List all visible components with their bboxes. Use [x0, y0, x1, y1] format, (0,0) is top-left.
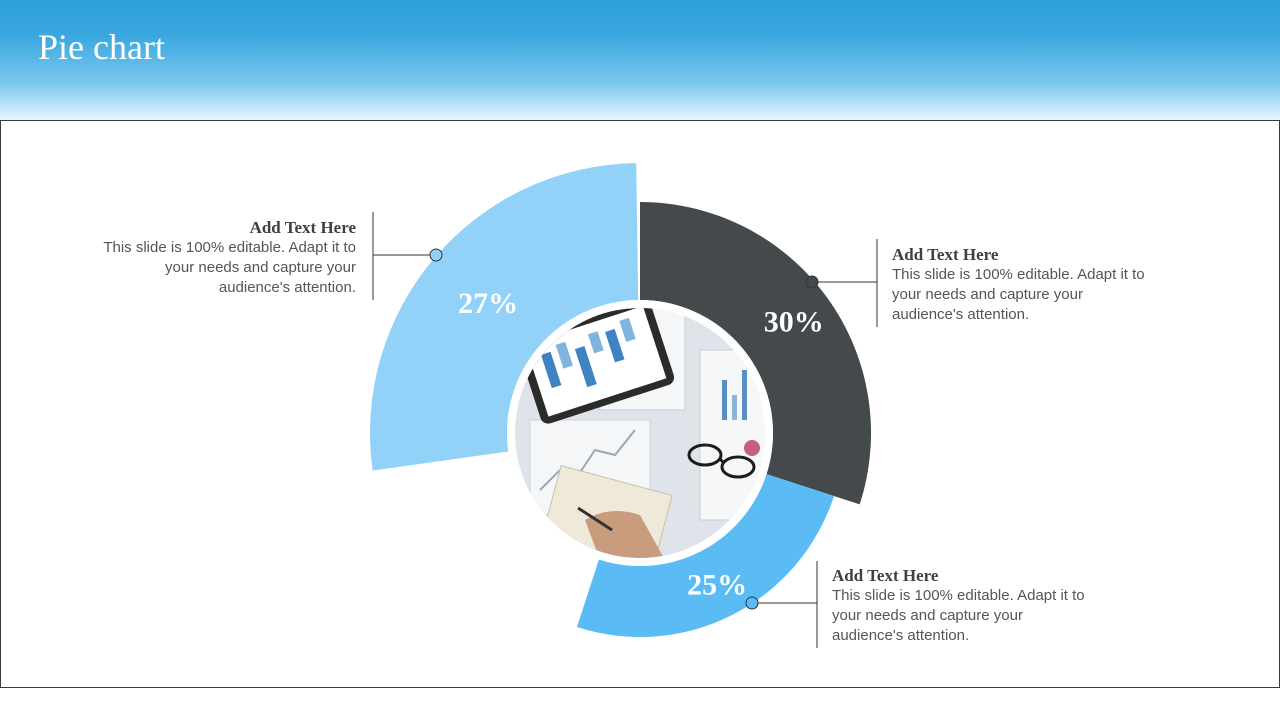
data-label-1: 27%: [458, 287, 518, 320]
callout-heading: Add Text Here: [249, 218, 356, 237]
callout-right: Add Text Here This slide is 100% editabl…: [892, 245, 1152, 325]
pie-slice-1: [370, 163, 639, 471]
callout-body: This slide is 100% editable. Adapt it to…: [832, 587, 1085, 644]
data-label-2: 30%: [764, 305, 824, 338]
callout-body: This slide is 100% editable. Adapt it to…: [103, 239, 356, 296]
connector-right: [805, 239, 878, 327]
page-title: Pie chart: [38, 27, 165, 67]
connector-left: [372, 212, 443, 300]
callout-heading: Add Text Here: [832, 566, 939, 585]
header-banner: Pie chart: [0, 0, 1280, 120]
callout-left: Add Text Here This slide is 100% editabl…: [96, 218, 356, 298]
data-label-3: 25%: [687, 568, 747, 601]
callout-bottom: Add Text Here This slide is 100% editabl…: [832, 566, 1092, 646]
pie-slice-2: [640, 202, 871, 505]
callout-body: This slide is 100% editable. Adapt it to…: [892, 266, 1145, 323]
connector-bottom: [745, 561, 818, 648]
pie-slice-3: [576, 474, 835, 637]
callout-heading: Add Text Here: [892, 245, 999, 264]
